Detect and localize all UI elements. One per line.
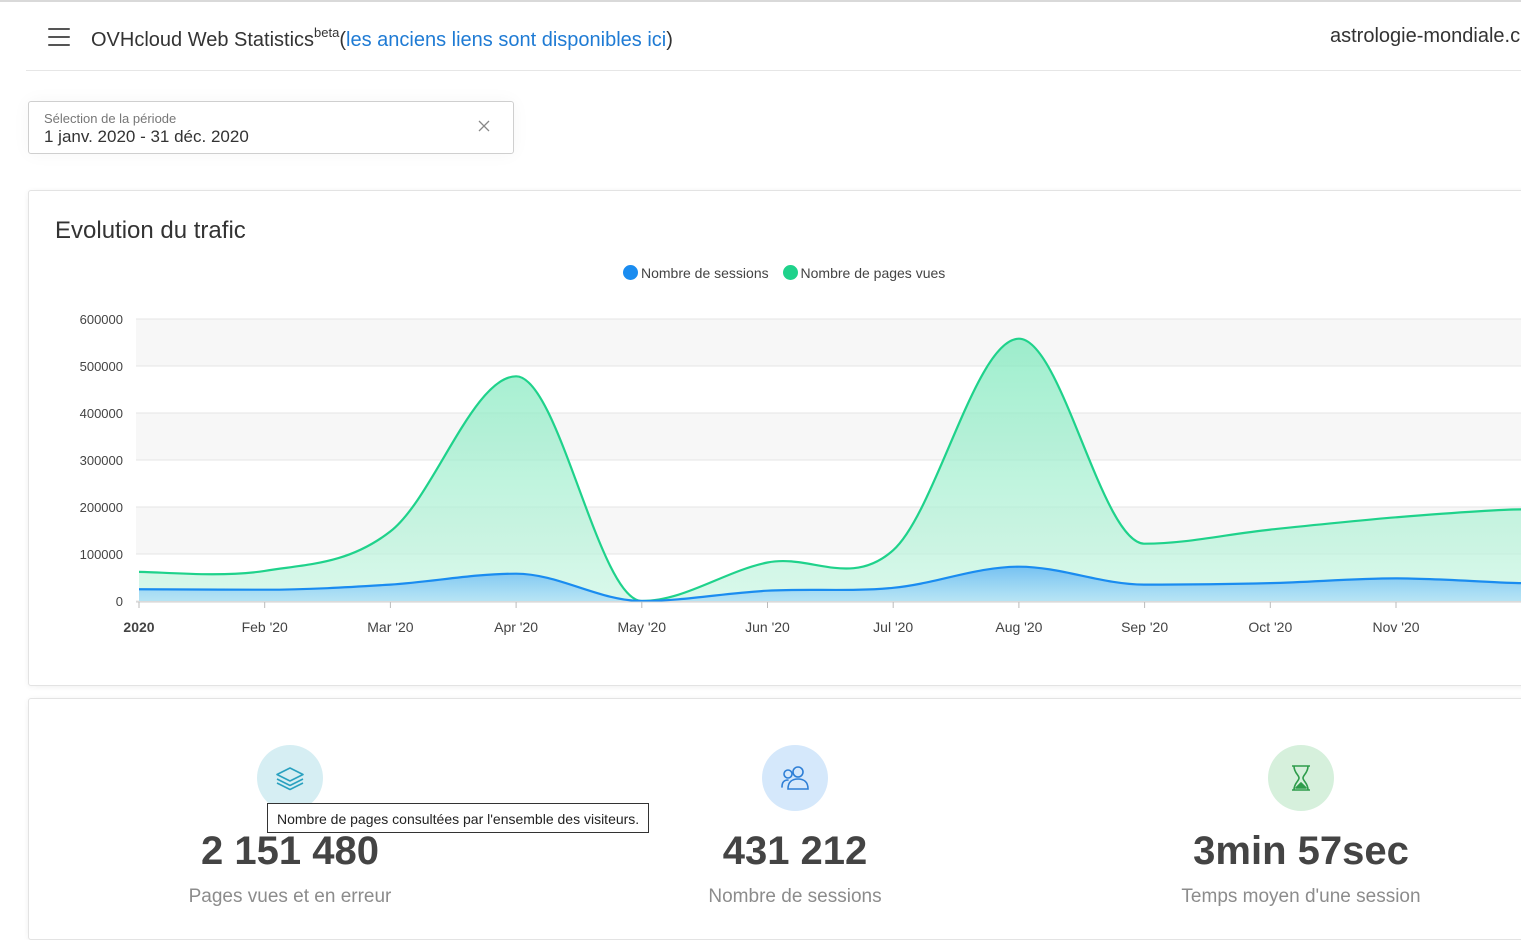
x-tick-label: Jun '20 [745, 619, 790, 635]
top-border [0, 0, 1521, 2]
legend-dot-sessions [623, 265, 638, 280]
series-line-pageviews [138, 337, 1521, 603]
x-tick-label: Oct '20 [1248, 619, 1292, 635]
users-icon [781, 766, 809, 790]
stat-pageviews: 2 151 480 Pages vues et en erreur [90, 699, 490, 929]
pageviews-tooltip: Nombre de pages consultées par l'ensembl… [267, 803, 650, 833]
x-tick-label: May '20 [618, 619, 667, 635]
top-header: OVHcloud Web Statisticsbeta(les anciens … [26, 2, 1521, 71]
stat-icon-bg-sessions [762, 745, 828, 811]
x-tick-label: Sep '20 [1121, 619, 1168, 635]
period-label: Sélection de la période [44, 111, 177, 126]
x-tick-label: Mar '20 [367, 619, 413, 635]
legend-item-sessions[interactable]: Nombre de sessions [623, 265, 769, 281]
legend-label-pageviews: Nombre de pages vues [800, 265, 946, 281]
stat-value-pageviews: 2 151 480 [201, 829, 379, 873]
series-line-sessions [138, 565, 1521, 603]
chart-title: Evolution du trafic [55, 217, 246, 244]
y-tick-label: 0 [116, 594, 123, 609]
stat-sessions: 431 212 Nombre de sessions [595, 699, 995, 929]
y-tick-label: 200000 [80, 500, 123, 515]
clear-icon[interactable] [476, 118, 492, 134]
y-tick-label: 500000 [80, 359, 123, 374]
hourglass-icon [1292, 765, 1310, 791]
legend-dot-pageviews [782, 265, 798, 280]
traffic-chart-card: Evolution du trafic Nombre de sessions N… [28, 190, 1521, 686]
legend-label-sessions: Nombre de sessions [641, 265, 769, 281]
app-title: OVHcloud Web Statisticsbeta(les anciens … [91, 25, 673, 52]
stat-icon-bg-duration [1268, 745, 1334, 811]
y-tick-label: 400000 [80, 406, 123, 421]
period-selector[interactable]: Sélection de la période 1 janv. 2020 - 3… [28, 101, 514, 154]
stat-label-duration: Temps moyen d'une session [1181, 886, 1421, 907]
stat-value-duration: 3min 57sec [1193, 829, 1409, 873]
chart-legend: Nombre de sessions Nombre de pages vues [623, 265, 955, 281]
y-tick-label: 300000 [80, 453, 123, 468]
beta-badge: beta [314, 25, 340, 40]
x-tick-label: Jul '20 [873, 619, 913, 635]
traffic-chart: 0 100000 200000 300000 400000 500000 600000 202… [80, 312, 1521, 635]
x-tick-label: 2020 [123, 619, 154, 635]
stat-label-pageviews: Pages vues et en erreur [188, 886, 392, 907]
x-tick-label: Nov '20 [1372, 619, 1419, 635]
stats-card: 2 151 480 Pages vues et en erreur 431 21… [28, 698, 1521, 940]
stat-icon-bg-pageviews [257, 745, 323, 811]
paren-close: ) [666, 29, 673, 51]
site-name[interactable]: astrologie-mondiale.c [1330, 25, 1521, 47]
period-value[interactable]: 1 janv. 2020 - 31 déc. 2020 [44, 127, 249, 146]
app-title-text: OVHcloud Web Statistics [91, 29, 315, 51]
x-tick-label: Aug '20 [995, 619, 1042, 635]
y-tick-label: 600000 [80, 312, 123, 327]
y-tick-label: 100000 [80, 547, 123, 562]
hamburger-menu-icon[interactable] [48, 28, 70, 46]
stat-value-sessions: 431 212 [722, 829, 868, 873]
stat-duration: 3min 57sec Temps moyen d'une session [1101, 699, 1501, 929]
area-pageviews [139, 338, 1521, 601]
paren-open: ( [339, 29, 347, 51]
layers-icon [276, 767, 304, 791]
x-tick-label: Feb '20 [242, 619, 288, 635]
grid-band [136, 319, 1521, 366]
x-tick-label: Apr '20 [494, 619, 538, 635]
stat-label-sessions: Nombre de sessions [708, 886, 882, 907]
old-links-link[interactable]: les anciens liens sont disponibles ici [346, 29, 667, 51]
grid-band [136, 413, 1521, 460]
legend-item-pageviews[interactable]: Nombre de pages vues [782, 265, 946, 281]
